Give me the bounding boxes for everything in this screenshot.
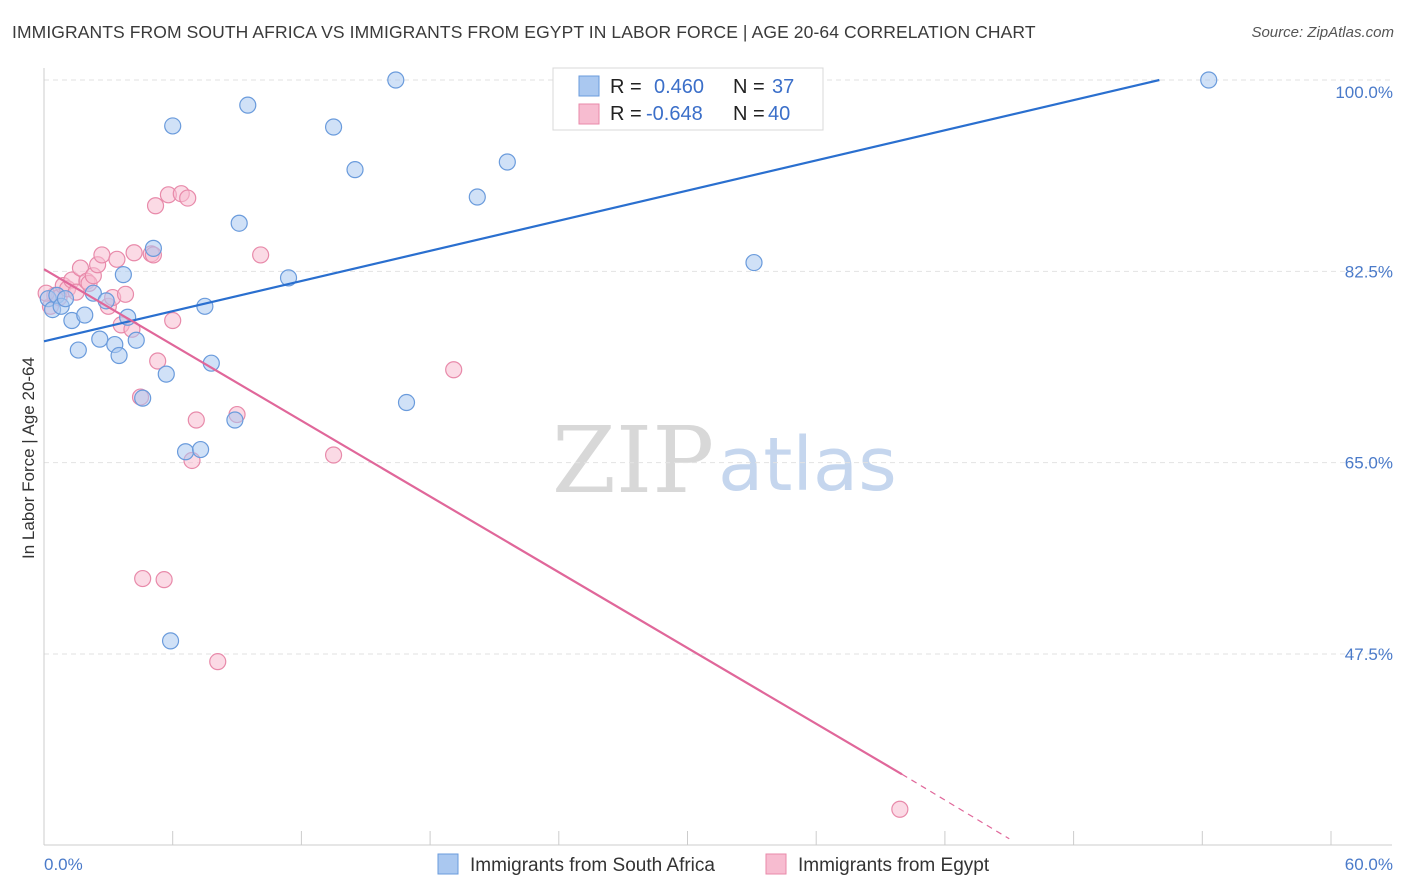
egypt-point-21: [134, 569, 152, 588]
south-africa-point-29: [324, 118, 343, 136]
legend-swatch-south-africa: [578, 75, 600, 97]
south-africa-point-21: [176, 443, 195, 461]
legend-n-label-1: N =: [733, 76, 765, 98]
south-africa-point-15: [127, 331, 145, 349]
south-africa-point-20: [161, 632, 180, 650]
grid-lines: [44, 79, 1392, 655]
watermark: ZIP atlas: [552, 407, 897, 514]
y-axis-label: In Labor Force | Age 20-64: [19, 357, 38, 559]
egypt-point-19: [125, 244, 143, 262]
south-africa-point-16: [134, 389, 152, 407]
south-africa-point-32: [397, 393, 416, 412]
bottom-legend-swatch-south-africa: [437, 853, 459, 875]
legend-swatch-egypt: [578, 103, 600, 125]
bottom-legend-swatch-egypt: [765, 853, 787, 875]
egypt-point-25: [146, 197, 165, 215]
x-tick-label-0: 0.0%: [44, 855, 83, 874]
south-africa-point-35: [745, 253, 763, 272]
egypt-point-30: [179, 189, 197, 207]
south-africa-point-9: [91, 330, 109, 348]
y-tick-label-1: 65.0%: [1345, 454, 1393, 473]
bottom-legend: Immigrants from South Africa Immigrants …: [437, 853, 990, 876]
south-africa-point-31: [387, 71, 405, 89]
south-africa-point-30: [346, 161, 364, 179]
egypt-point-24: [149, 352, 167, 370]
legend-n-label-2: N =: [733, 103, 765, 125]
bottom-legend-label-south-africa: Immigrants from South Africa: [470, 855, 715, 876]
trend-line-egypt: [43, 268, 903, 776]
egypt-point-32: [187, 411, 205, 429]
y-tick-label-0: 47.5%: [1345, 645, 1393, 664]
legend-r-value-1: 0.460: [654, 76, 704, 98]
legend-n-value-2: 40: [768, 103, 790, 125]
x-tick-labels: 0.0% 60.0%: [44, 855, 1393, 874]
south-africa-point-12: [110, 346, 128, 365]
south-africa-point-13: [114, 266, 132, 284]
egypt-point-15: [108, 250, 126, 268]
y-tick-labels: 47.5% 65.0% 82.5% 100.0%: [1335, 83, 1393, 664]
south-africa-point-25: [226, 411, 244, 429]
legend: R = 0.460 N = 37 R = -0.648 N = 40: [552, 67, 824, 131]
egypt-point-12: [93, 246, 111, 264]
chart-title: IMMIGRANTS FROM SOUTH AFRICA VS IMMIGRAN…: [12, 22, 1036, 42]
south-africa-point-34: [498, 153, 516, 171]
egypt-point-36: [324, 446, 343, 464]
trend-line-south-africa: [43, 78, 1160, 343]
south-africa-point-28: [279, 269, 298, 287]
egypt-point-26: [155, 571, 173, 589]
south-africa-point-4: [56, 290, 75, 308]
watermark-atlas: atlas: [718, 422, 897, 508]
south-africa-point-18: [157, 365, 175, 383]
south-africa-point-22: [191, 440, 210, 459]
bottom-legend-label-egypt: Immigrants from Egypt: [798, 855, 990, 876]
egypt-point-35: [252, 246, 270, 264]
legend-r-label-1: R =: [610, 76, 642, 98]
south-africa-point-27: [239, 96, 257, 114]
south-africa-point-26: [230, 214, 248, 232]
watermark-zip: ZIP: [552, 407, 714, 514]
egypt-point-28: [164, 311, 182, 330]
trend-lines: [43, 78, 1160, 840]
south-africa-point-19: [164, 117, 182, 135]
egypt-point-37: [445, 361, 463, 379]
south-africa-point-6: [69, 341, 87, 359]
south-africa-point-7: [76, 306, 94, 324]
y-tick-label-2: 82.5%: [1345, 262, 1393, 281]
x-tick-label-1: 60.0%: [1345, 855, 1393, 874]
legend-n-value-1: 37: [772, 76, 794, 98]
legend-r-value-2: -0.648: [646, 103, 703, 125]
trend-line-egypt-extension: [901, 773, 1010, 840]
south-africa-point-17: [144, 239, 162, 257]
egypt-point-33: [209, 653, 227, 671]
series-south-africa-points: [39, 71, 1218, 650]
south-africa-point-33: [468, 188, 486, 206]
axes: [43, 68, 1392, 846]
egypt-point-17: [116, 285, 135, 303]
legend-r-label-2: R =: [610, 103, 642, 125]
y-tick-label-3: 100.0%: [1335, 83, 1393, 102]
south-africa-point-23: [196, 297, 214, 315]
south-africa-point-36: [1200, 71, 1218, 89]
source-label: Source: ZipAtlas.com: [1251, 24, 1394, 41]
egypt-point-38: [891, 800, 909, 818]
